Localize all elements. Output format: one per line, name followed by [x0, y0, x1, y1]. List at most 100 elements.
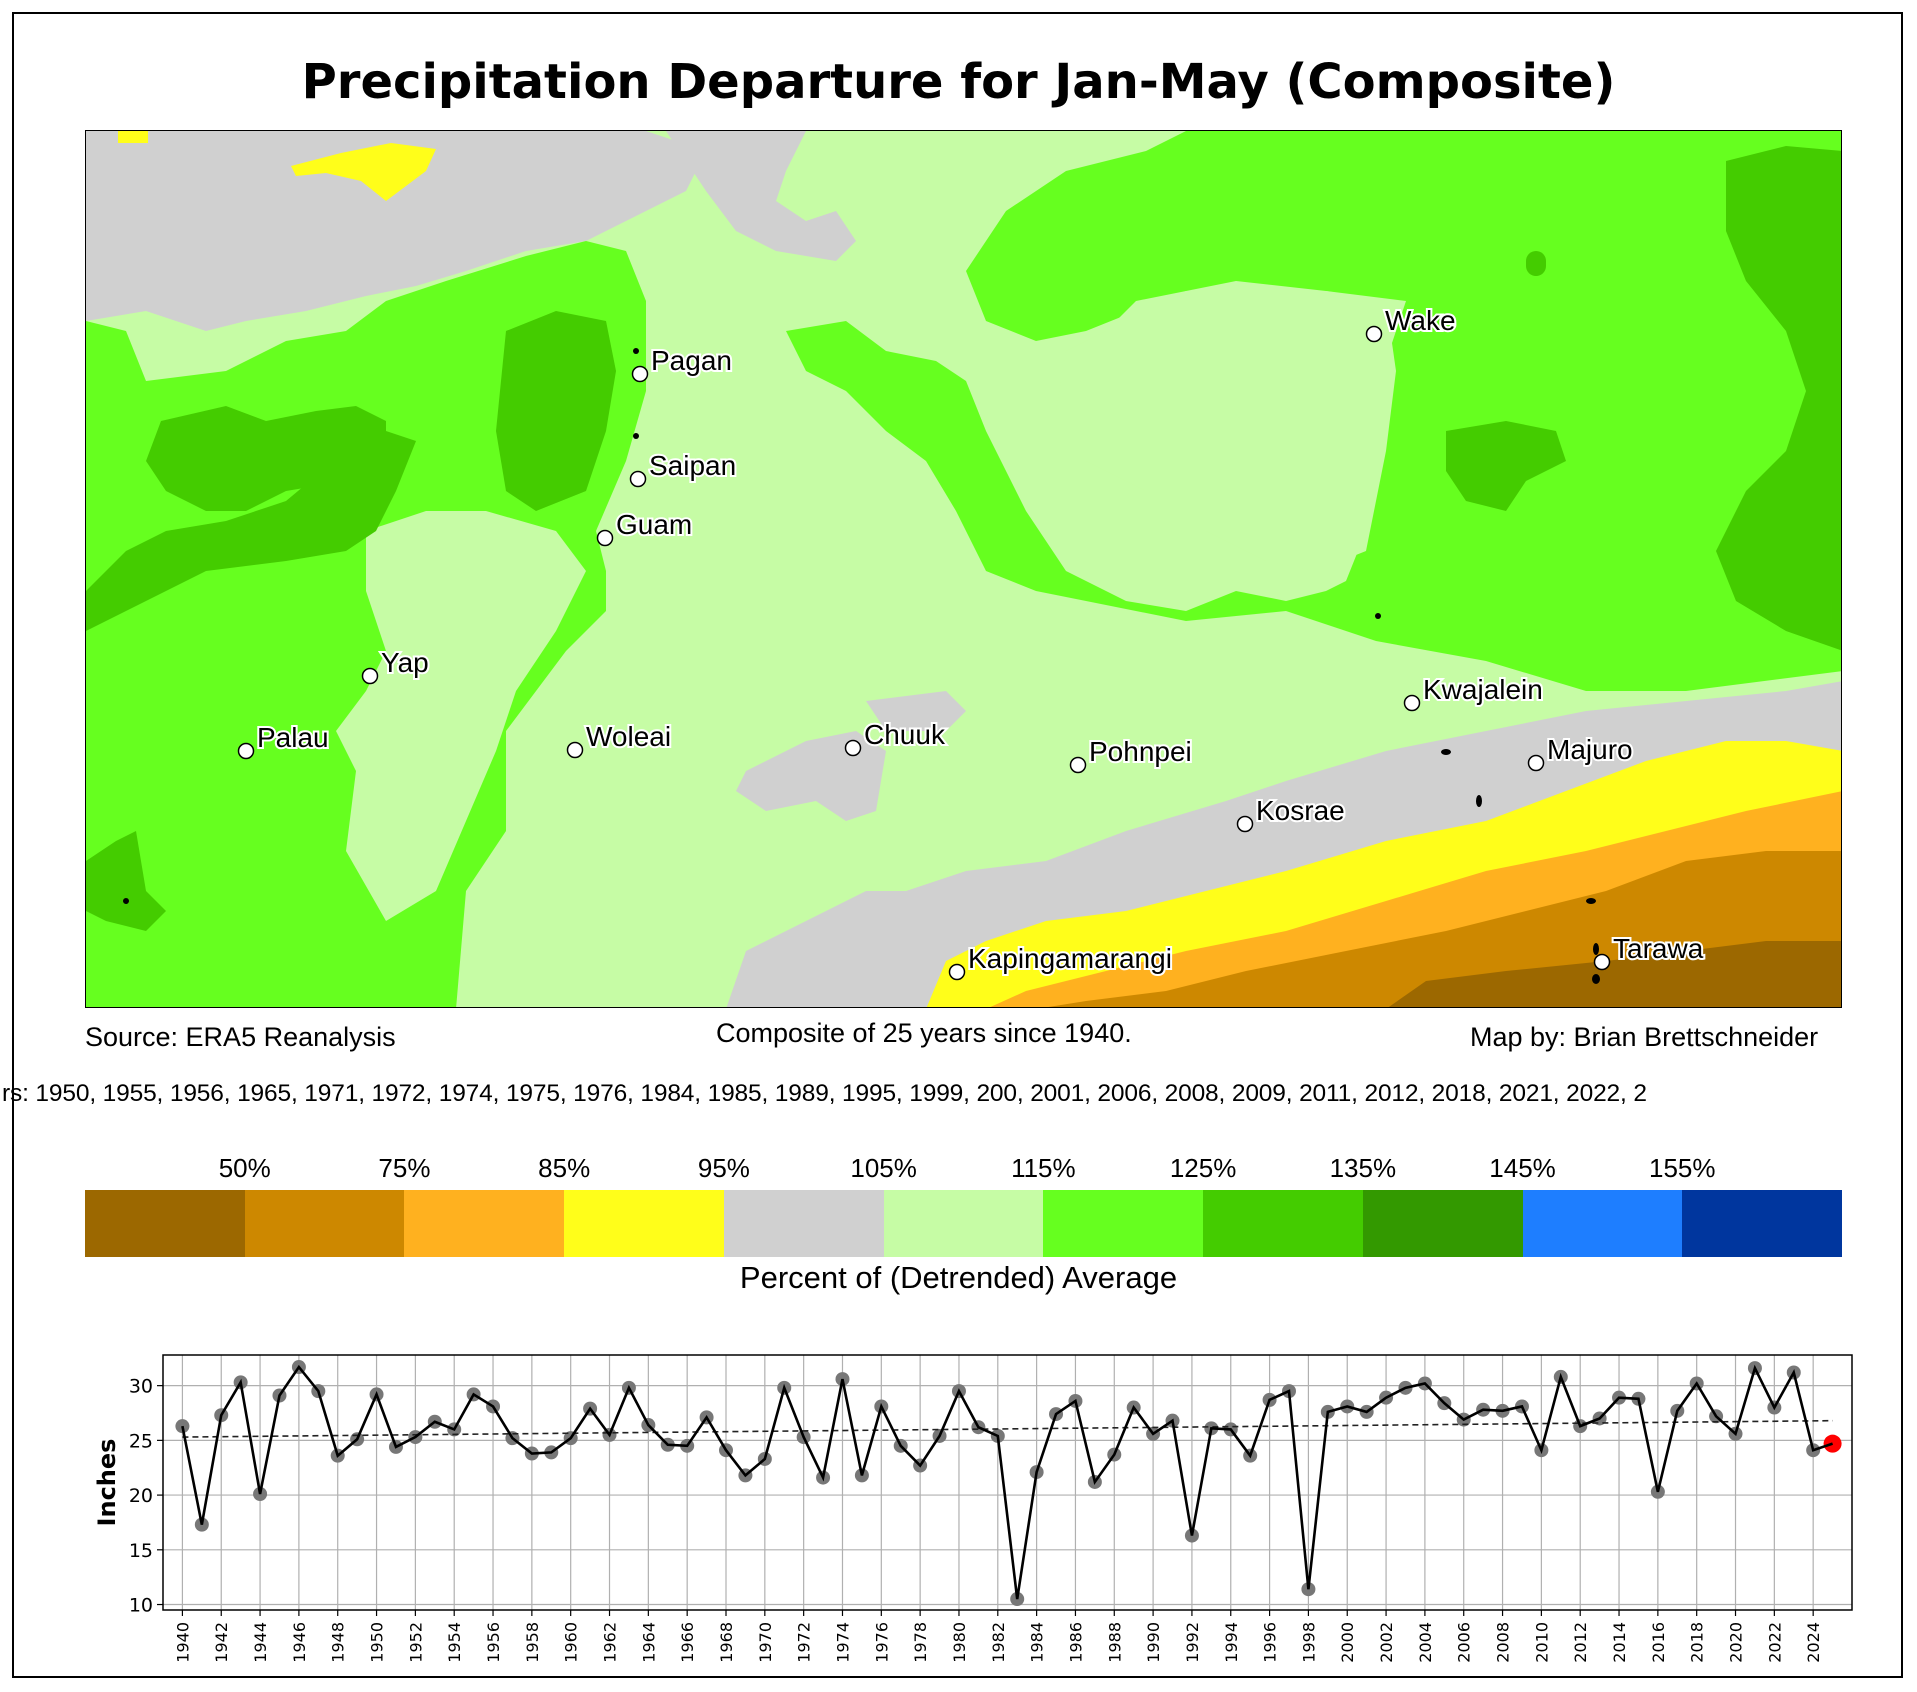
figure-frame: [12, 12, 1903, 1678]
y-tick-label: 25: [129, 1430, 153, 1452]
colorbar: [85, 1190, 1843, 1257]
x-tick-label: 2008: [1494, 1622, 1513, 1663]
x-tick-label: 1968: [717, 1622, 736, 1663]
x-tick-label: 1972: [795, 1622, 814, 1663]
x-tick-label: 1994: [1222, 1622, 1241, 1663]
colorbar-tick-label: 115%: [1011, 1153, 1076, 1183]
x-tick-label: 1962: [601, 1622, 620, 1663]
x-tick-label: 2014: [1610, 1622, 1629, 1663]
station-kwajalein: Kwajalein: [1403, 672, 1545, 712]
station-label: Yap: [381, 647, 429, 678]
station-label: Guam: [616, 509, 692, 540]
data-point: [175, 1419, 190, 1434]
x-tick-label: 2002: [1377, 1622, 1396, 1663]
x-tick-label: 1954: [445, 1622, 464, 1663]
x-tick-label: 2022: [1765, 1622, 1784, 1663]
colorbar-swatch: [244, 1190, 405, 1257]
region-yellow-corner: [118, 131, 148, 143]
colorbar-tick-label: 155%: [1649, 1153, 1716, 1183]
station-marker-icon: [596, 529, 614, 547]
station-chuuk: Chuuk: [844, 717, 948, 757]
x-tick-label: 1988: [1105, 1622, 1124, 1663]
colorbar-tick-label: 145%: [1489, 1153, 1556, 1183]
station-layer: Wake Pagan Saipan Guam Yap Palau Woleai Chuuk Po…: [237, 303, 1706, 981]
x-tick-label: 1970: [756, 1622, 775, 1663]
x-tick-label: 1940: [173, 1622, 192, 1663]
island-marker: [1586, 898, 1596, 904]
x-tick-label: 2018: [1688, 1622, 1707, 1663]
station-palau: Palau: [237, 720, 331, 760]
region-darkgreen-patch: [1526, 251, 1546, 276]
station-label: Woleai: [586, 721, 671, 752]
colorbar-swatch: [404, 1190, 565, 1257]
colorbar-swatch: [883, 1190, 1044, 1257]
colorbar-swatch: [1203, 1190, 1363, 1257]
x-tick-label: 1960: [562, 1622, 581, 1663]
station-label: Kapingamarangi: [968, 943, 1172, 974]
region-yellow-north: [291, 143, 436, 201]
x-tick-label: 2000: [1338, 1622, 1357, 1663]
region-brown-south: [1388, 941, 1841, 1007]
station-label: Pohnpei: [1089, 736, 1192, 767]
station-marker-icon: [629, 470, 647, 488]
station-guam: Guam: [596, 507, 694, 547]
x-tick-label: 1986: [1066, 1622, 1085, 1663]
station-label: Wake: [1385, 305, 1456, 336]
trend-line: [182, 1419, 1833, 1438]
x-tick-label: 1948: [329, 1622, 348, 1663]
station-tarawa: Tarawa: [1593, 931, 1706, 971]
plot-frame: [162, 1354, 1853, 1611]
station-pagan: Pagan: [631, 343, 734, 383]
composite-caption: Composite of 25 years since 1940.: [716, 1018, 1132, 1048]
region-darkgreen-marianas: [496, 311, 616, 511]
region-gray-north: [86, 131, 706, 331]
region-darkgreen-east2: [1446, 421, 1566, 511]
x-tick-label: 1982: [989, 1622, 1008, 1663]
station-label: Pagan: [651, 345, 732, 376]
x-tick-label: 1964: [639, 1622, 658, 1663]
x-tick-label: 2010: [1532, 1622, 1551, 1663]
x-tick-label: 1956: [484, 1622, 503, 1663]
colorbar-swatch: [1682, 1190, 1843, 1257]
y-tick-label: 20: [129, 1485, 153, 1507]
station-marker-icon: [1527, 754, 1545, 772]
x-tick-label: 2012: [1571, 1622, 1590, 1663]
island-marker: [123, 898, 129, 904]
x-tick-label: 2016: [1649, 1622, 1668, 1663]
station-label: Kosrae: [1256, 795, 1345, 826]
composite-years: rs: 1950, 1955, 1956, 1965, 1971, 1972, …: [2, 1080, 1647, 1107]
station-yap: Yap: [361, 645, 431, 685]
colorbar-swatch: [1043, 1190, 1204, 1257]
region-gray-chuuk2: [866, 691, 966, 731]
colorbar-swatch: [1362, 1190, 1523, 1257]
station-label: Tarawa: [1613, 933, 1704, 964]
region-lightgreen-inlet: [336, 511, 586, 921]
colorbar-tick-label: 50%: [218, 1153, 271, 1183]
x-tick-label: 1942: [212, 1622, 231, 1663]
x-tick-label: 2020: [1727, 1622, 1746, 1663]
x-tick-label: 1996: [1261, 1622, 1280, 1663]
x-tick-label: 1980: [950, 1622, 969, 1663]
colorbar-label: Percent of (Detrended) Average: [739, 1260, 1178, 1295]
y-axis-label: Inches: [93, 1439, 121, 1527]
station-label: Saipan: [649, 450, 736, 481]
station-kosrae: Kosrae: [1236, 793, 1347, 833]
x-tick-label: 1966: [678, 1622, 697, 1663]
station-marker-icon: [237, 742, 255, 760]
y-tick-label: 15: [129, 1540, 153, 1562]
figure-title: Precipitation Departure for Jan-May (Com…: [301, 54, 1616, 110]
island-marker: [633, 433, 639, 439]
region-darkgreen-west2: [146, 406, 386, 511]
island-marker: [1441, 749, 1451, 755]
y-tick-label: 30: [129, 1376, 153, 1398]
x-tick-label: 1978: [911, 1622, 930, 1663]
x-tick-label: 2004: [1416, 1622, 1435, 1663]
x-tick-label: 2024: [1804, 1622, 1823, 1663]
region-darkgreen-east: [1716, 146, 1841, 651]
island-marker: [1476, 795, 1482, 807]
x-tick-label: 1992: [1183, 1622, 1202, 1663]
region-darkgreen-sw: [86, 831, 166, 931]
map-svg: Wake Pagan Saipan Guam Yap Palau Woleai Chuuk Po…: [86, 131, 1841, 1007]
station-majuro: Majuro: [1527, 732, 1635, 772]
station-label: Chuuk: [864, 719, 946, 750]
